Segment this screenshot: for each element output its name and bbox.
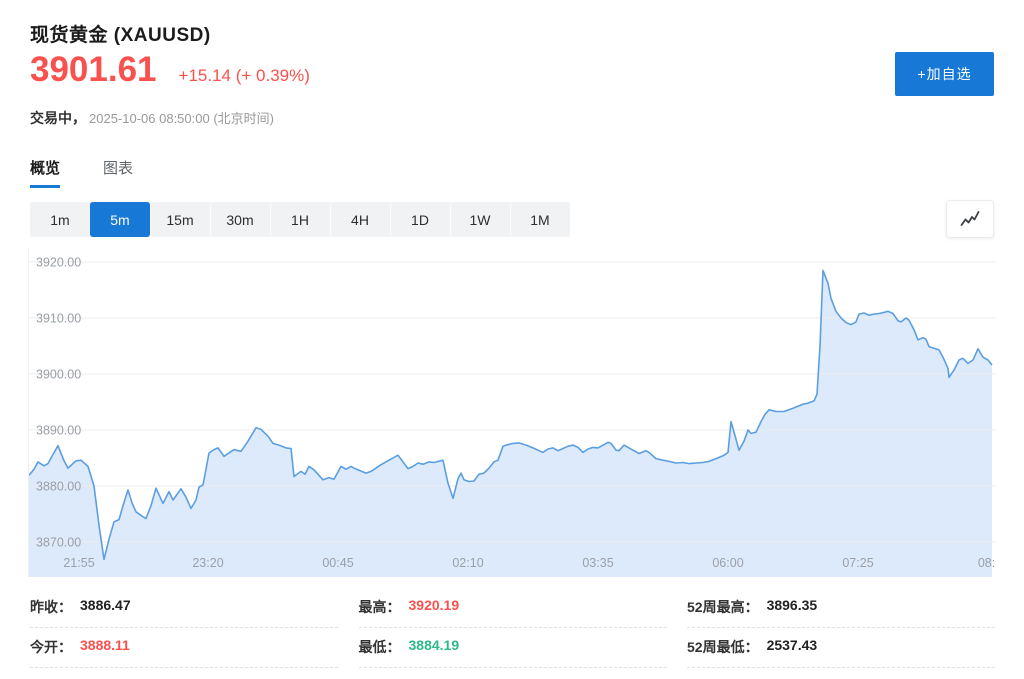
- stat-value: 2537.43: [766, 637, 818, 653]
- interval-button-15m[interactable]: 15m: [150, 202, 210, 237]
- timezone-note: (北京时间): [213, 111, 275, 126]
- y-axis-label: 3910.00: [36, 312, 81, 326]
- area-fill: [29, 270, 992, 577]
- y-axis-label: 3900.00: [36, 368, 81, 382]
- interval-button-30m[interactable]: 30m: [210, 202, 270, 237]
- stat-value: 3920.19: [408, 597, 460, 613]
- add-watchlist-button[interactable]: +加自选: [895, 52, 994, 96]
- line-chart-icon: [960, 211, 980, 226]
- y-axis-label: 3880.00: [36, 480, 81, 494]
- view-tabs: 概览 图表: [30, 157, 133, 188]
- x-axis-label: 03:35: [582, 556, 613, 570]
- price-area-chart: 3920.00 3910.00 3900.00 3890.00 3880.00 3870.…: [29, 256, 996, 577]
- interval-button-1m[interactable]: 1M: [510, 202, 570, 237]
- y-axis-label: 3870.00: [36, 536, 81, 550]
- stat-row: 昨收： 3886.47: [30, 588, 338, 628]
- x-axis-label: 02:10: [452, 556, 483, 570]
- x-axis-label: 21:55: [63, 556, 94, 570]
- last-price: 3901.61: [30, 50, 157, 89]
- stat-label: 昨收：: [30, 599, 72, 615]
- stat-row: 52周最高： 3896.35: [687, 588, 995, 628]
- interval-button-5m[interactable]: 5m: [90, 202, 150, 237]
- stat-label: 最高：: [358, 599, 401, 615]
- x-axis-label: 00:45: [322, 556, 353, 570]
- tab-chart[interactable]: 图表: [103, 160, 134, 177]
- y-axis-label: 3920.00: [36, 256, 81, 270]
- price-line: [29, 269, 993, 561]
- stats-column-2: 最高： 3920.19 最低： 3884.19: [358, 588, 667, 668]
- x-axis-label: 08:5: [978, 556, 996, 570]
- stat-row: 52周最低： 2537.43: [687, 628, 995, 668]
- stat-value: 3886.47: [80, 597, 131, 613]
- x-axis-label: 07:25: [842, 556, 873, 570]
- price-change: +15.14 (+ 0.39%): [178, 66, 310, 85]
- interval-button-4h[interactable]: 4H: [330, 202, 390, 237]
- page-title: 现货黄金 (XAUUSD): [30, 25, 211, 46]
- x-axis-label: 23:20: [192, 556, 223, 570]
- interval-button-1w[interactable]: 1W: [450, 202, 510, 237]
- stat-value: 3888.11: [80, 637, 130, 653]
- stat-label: 52周最高：: [687, 599, 759, 615]
- y-axis-label: 3890.00: [36, 424, 81, 438]
- trading-status: 交易中，: [30, 110, 86, 126]
- stats-column-3: 52周最高： 3896.35 52周最低： 2537.43: [687, 588, 995, 668]
- stat-value: 3884.19: [408, 637, 460, 653]
- interval-button-1h[interactable]: 1H: [270, 202, 330, 237]
- stat-row: 今开： 3888.11: [30, 628, 338, 668]
- interval-button-1m[interactable]: 1m: [50, 211, 70, 228]
- stats-column-1: 昨收： 3886.47 今开： 3888.11: [30, 588, 338, 668]
- chart-style-button[interactable]: [946, 200, 994, 238]
- stat-value: 3896.35: [766, 597, 818, 613]
- tab-overview[interactable]: 概览: [30, 157, 61, 188]
- quote-stats: 昨收： 3886.47 今开： 3888.11 最高： 3920.19 最低： 3884.19…: [30, 588, 995, 668]
- stat-row: 最低： 3884.19: [358, 628, 667, 668]
- stat-label: 52周最低：: [687, 639, 759, 655]
- interval-selector: 1m 5m 15m 30m 1H 4H 1D 1W 1M: [30, 202, 570, 237]
- stat-label: 最低：: [358, 639, 401, 655]
- interval-button-1d[interactable]: 1D: [390, 202, 450, 237]
- price-row: 3901.61 +15.14 (+ 0.39%): [30, 50, 310, 90]
- quote-timestamp: 2025-10-06 08:50:00: [89, 111, 210, 126]
- price-chart[interactable]: 3920.00 3910.00 3900.00 3890.00 3880.00 3870.…: [28, 250, 996, 577]
- x-axis-label: 06:00: [712, 556, 743, 570]
- status-row: 交易中， 2025-10-06 08:50:00 (北京时间): [30, 108, 274, 128]
- stat-row: 最高： 3920.19: [358, 588, 667, 628]
- stat-label: 今开：: [30, 639, 72, 655]
